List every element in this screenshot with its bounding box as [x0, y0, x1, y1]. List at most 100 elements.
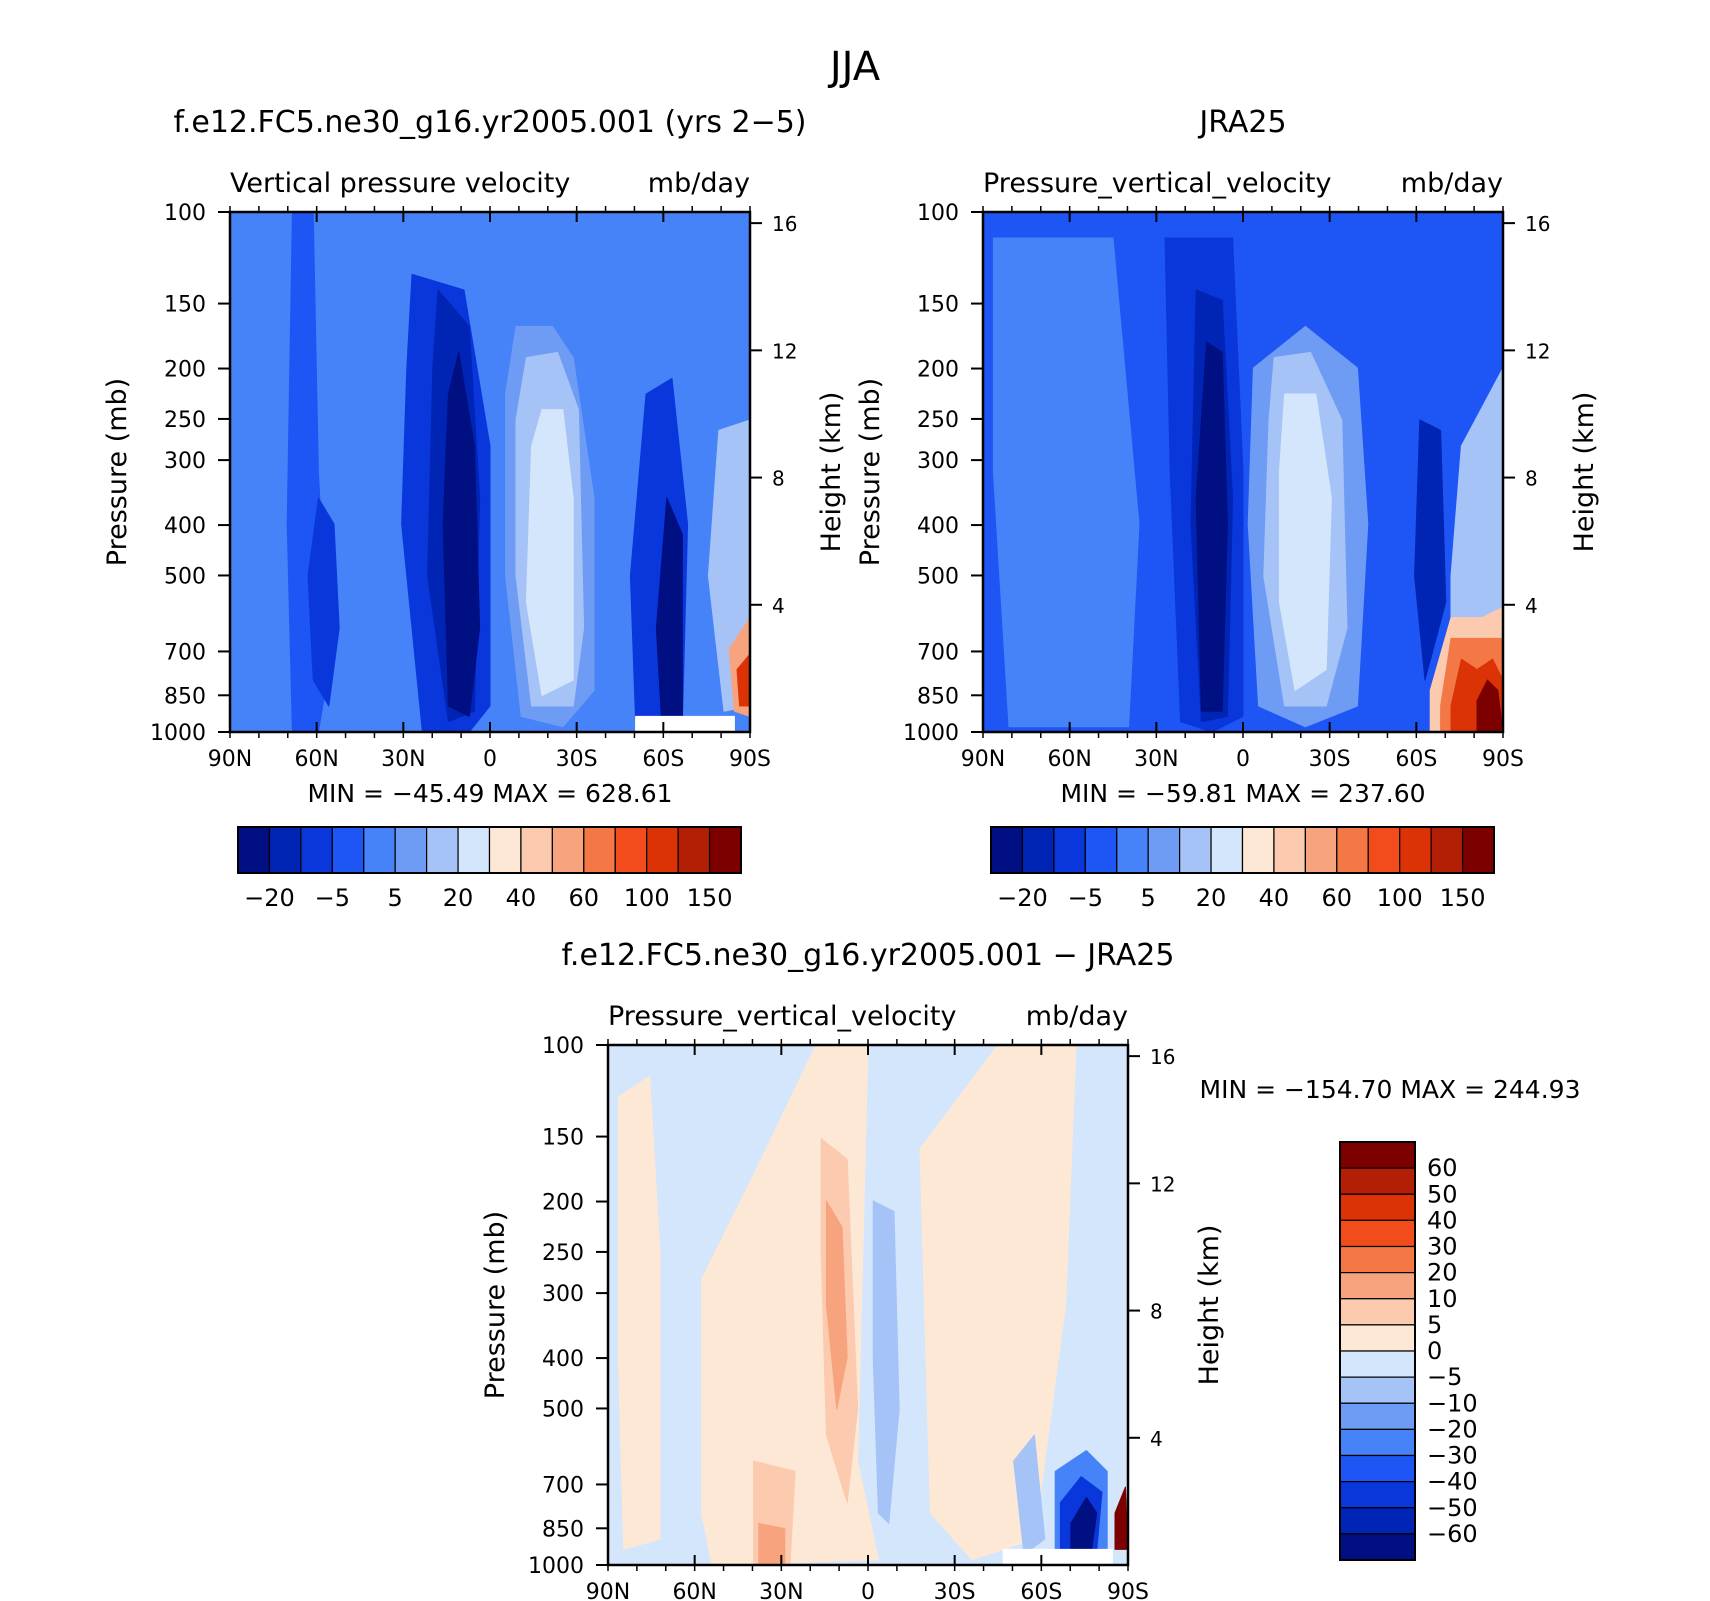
y2-tick-label: 8: [1150, 1300, 1163, 1324]
colorbar-box: [1339, 1533, 1416, 1561]
colorbar-label: −5: [315, 884, 350, 912]
y2-tick-label: 16: [1150, 1045, 1175, 1069]
y2-tick-label: 12: [1150, 1172, 1175, 1196]
x-tick-label: 90N: [208, 747, 252, 772]
colorbar-box: [677, 826, 711, 874]
y-tick-label: 250: [542, 1241, 584, 1266]
colorbar-box: [1339, 1402, 1416, 1430]
figure-title: JJA: [827, 44, 881, 90]
colorbar-box: [1147, 826, 1181, 874]
y-tick-label: 250: [917, 408, 959, 433]
colorbar-label: 20: [1427, 1259, 1458, 1287]
contour-region-mask: [635, 715, 735, 732]
colorbar: −20 −5 5 20 40 60 100 150: [990, 826, 1495, 912]
x-tick-label: 0: [483, 747, 497, 772]
colorbar-label: −30: [1427, 1442, 1478, 1470]
colorbar-box: [457, 826, 491, 874]
y-tick-label: 250: [164, 408, 206, 433]
y-tick-label: 400: [542, 1347, 584, 1372]
colorbar-box: [1339, 1167, 1416, 1195]
y-tick-label: 1000: [150, 721, 206, 746]
y2-tick-label: 4: [1525, 594, 1538, 618]
colorbar-box: [1304, 826, 1338, 874]
panel-model: f.e12.FC5.ne30_g16.yr2005.001 (yrs 2−5) V…: [102, 105, 847, 912]
y-tick-label: 500: [542, 1397, 584, 1422]
x-tick-label: 0: [861, 1580, 875, 1601]
colorbar-box: [1367, 826, 1401, 874]
colorbar-box: [1339, 1376, 1416, 1404]
panel-units: mb/day: [1401, 168, 1503, 199]
colorbar-box: [614, 826, 648, 874]
y-tick-label: 850: [917, 684, 959, 709]
y-tick-label: 500: [917, 564, 959, 589]
x-tick-label: 30N: [759, 1580, 803, 1601]
panel-title: JRA25: [1197, 105, 1286, 140]
y2-tick-label: 4: [1150, 1427, 1163, 1451]
x-tick-label: 30N: [381, 747, 425, 772]
y-axis-label: Pressure (mb): [855, 378, 886, 566]
y-tick-label: 300: [542, 1282, 584, 1307]
colorbar-box: [646, 826, 679, 874]
colorbar-label: 150: [1440, 884, 1486, 912]
y-tick-label: 200: [542, 1191, 584, 1216]
colorbar-box: [363, 826, 396, 874]
y2-tick-label: 8: [772, 467, 785, 491]
x-tick-label: 90N: [961, 747, 1005, 772]
colorbar-box: [990, 826, 1024, 874]
y-tick-label: 100: [542, 1034, 584, 1059]
colorbar-box: [1339, 1350, 1416, 1378]
contour-region-pole_hot: [736, 653, 750, 707]
x-tick-label: 60S: [1020, 1580, 1062, 1601]
contour-region-nh_mod: [992, 237, 1140, 728]
y-tick-label: 200: [917, 358, 959, 383]
colorbar-label: −5: [1068, 884, 1103, 912]
colorbar-box: [1339, 1454, 1416, 1483]
contour-region-mask: [1002, 1548, 1113, 1565]
colorbar-label: −10: [1427, 1389, 1478, 1417]
colorbar-label: −5: [1427, 1363, 1462, 1391]
colorbar-box: [1021, 826, 1055, 874]
min-max-stats: MIN = −154.70 MAX = 244.93: [1200, 1075, 1581, 1104]
y-tick-label: 150: [164, 293, 206, 318]
x-tick-label: 60N: [672, 1580, 716, 1601]
contour-region-sub_3: [525, 409, 574, 697]
colorbar-label: −50: [1427, 1494, 1478, 1522]
panel-units: mb/day: [1026, 1001, 1128, 1032]
colorbar-box: [1053, 826, 1086, 874]
panel-difference: f.e12.FC5.ne30_g16.yr2005.001 − JRA25 Pre…: [480, 938, 1580, 1601]
panel-units: mb/day: [648, 168, 750, 199]
x-tick-label: 30N: [1134, 747, 1178, 772]
colorbar-label: 20: [443, 884, 474, 912]
colorbar-box: [1339, 1141, 1416, 1169]
colorbar-label: 60: [1427, 1154, 1458, 1182]
x-tick-label: 30S: [556, 747, 598, 772]
colorbar-box: [1430, 826, 1464, 874]
y-tick-label: 200: [164, 358, 206, 383]
colorbar-label: −60: [1427, 1520, 1478, 1548]
colorbar-box: [1339, 1219, 1416, 1248]
colorbar-label: 100: [624, 884, 670, 912]
x-tick-label: 60N: [1047, 747, 1091, 772]
contour-region-c1: [872, 1200, 900, 1524]
colorbar-box: [1339, 1507, 1416, 1535]
colorbar-frame: [1339, 1141, 1416, 1561]
y-tick-label: 1000: [528, 1554, 584, 1579]
colorbar-box: [331, 826, 365, 874]
colorbar-frame: [990, 826, 1495, 874]
contour-fields: [608, 1045, 1128, 1565]
y-axis-label: Pressure (mb): [480, 1211, 511, 1399]
min-max-stats: MIN = −59.81 MAX = 237.60: [1060, 779, 1425, 808]
contour-region-sub_3: [1278, 393, 1332, 691]
colorbar: −20 −5 5 20 40 60 100 150: [237, 826, 742, 912]
contour-region-w1: [617, 1075, 661, 1550]
panel-title: f.e12.FC5.ne30_g16.yr2005.001 − JRA25: [562, 938, 1175, 973]
y2-axis-label: Height (km): [1569, 392, 1600, 553]
x-tick-label: 0: [1236, 747, 1250, 772]
min-max-stats: MIN = −45.49 MAX = 628.61: [307, 779, 672, 808]
colorbar-label: 30: [1427, 1233, 1458, 1261]
contour-fields: [230, 212, 750, 732]
colorbar-label: 150: [687, 884, 733, 912]
y2-tick-label: 8: [1525, 467, 1538, 491]
